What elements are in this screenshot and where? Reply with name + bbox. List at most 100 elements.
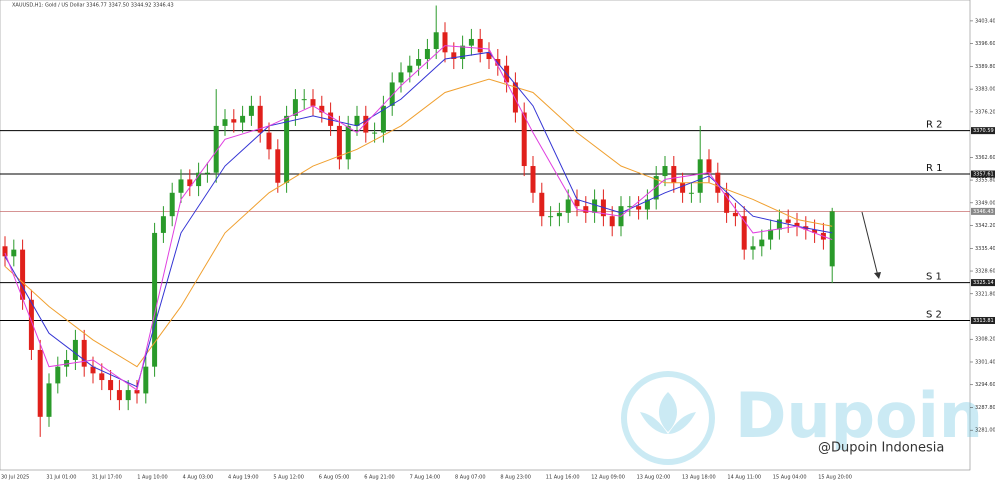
x-tick-label: 8 Aug 23:00 [500, 475, 531, 481]
y-tick-label: 3376.20 [975, 109, 995, 115]
candle-body [398, 72, 404, 83]
y-tick-label: 3383.00 [975, 87, 995, 93]
moving-average [4, 45, 833, 391]
candle-body [108, 380, 114, 391]
candle-body [583, 206, 589, 213]
candle-body [46, 383, 52, 417]
plot-frame [0, 0, 971, 471]
y-tick-label: 3281.00 [975, 428, 995, 434]
candle-body [292, 99, 298, 116]
candle-body [81, 339, 87, 367]
candle-body [213, 125, 219, 173]
candle-body [697, 159, 703, 193]
y-tick-label: 3342.20 [975, 223, 995, 229]
candle-body [565, 199, 571, 213]
candle-body [372, 132, 378, 134]
candle-body [178, 179, 184, 193]
x-tick-label: 31 Jul 17:00 [92, 475, 122, 481]
level-value: 3313.81 [973, 318, 994, 324]
y-tick-label: 3349.00 [975, 200, 995, 206]
y-tick-label: 3335.40 [975, 246, 995, 252]
candle-body [125, 390, 131, 401]
candle-body [152, 232, 158, 367]
candle-body [354, 115, 360, 126]
candle-body [433, 32, 439, 49]
candle-body [99, 373, 105, 381]
y-tick-label: 3321.80 [975, 291, 995, 297]
candle-body [812, 229, 818, 233]
candle-body [724, 192, 730, 213]
candle-body [222, 119, 228, 126]
x-tick-label: 6 Aug 05:00 [319, 475, 350, 481]
candle-body [477, 38, 483, 53]
candle-body [442, 32, 448, 53]
y-tick-label: 3294.60 [975, 382, 995, 388]
candle-body [301, 99, 307, 101]
credit: @Dupoin Indonesia [818, 441, 944, 456]
candle-body [741, 216, 747, 250]
level-name: R 2 [926, 120, 943, 131]
y-tick-label: 3403.40 [975, 18, 995, 24]
candle-body [160, 216, 166, 233]
x-tick-label: 1 Aug 10:00 [137, 475, 168, 481]
candle-body [389, 82, 395, 106]
candle-body [328, 112, 334, 126]
arrow [861, 211, 879, 277]
candle-body [134, 390, 140, 394]
x-tick-label: 4 Aug 03:00 [183, 475, 214, 481]
candle-body [416, 59, 422, 66]
candle-body [424, 48, 430, 60]
candle-body [451, 52, 457, 60]
last-price-tag [971, 207, 995, 215]
candle-body [116, 390, 122, 401]
candle-body [592, 199, 598, 213]
last-price-value: 3346.43 [973, 209, 994, 215]
x-tick-label: 13 Aug 02:00 [637, 475, 671, 481]
candle-body [785, 219, 791, 223]
candle-body [539, 192, 545, 217]
y-tick-label: 3287.80 [975, 405, 995, 411]
level-value: 3325.14 [973, 280, 994, 286]
candle-body [345, 125, 351, 160]
candle-body [380, 105, 386, 133]
candle-body [90, 366, 96, 374]
candle-body [37, 349, 43, 417]
x-tick-label: 14 Aug 11:00 [727, 475, 761, 481]
x-tick-label: 6 Aug 21:00 [364, 475, 395, 481]
candle-body [55, 366, 61, 384]
x-tick-label: 5 Aug 12:00 [273, 475, 304, 481]
level-tag [971, 279, 995, 287]
y-tick-label: 3301.40 [975, 359, 995, 365]
candle-body [794, 222, 800, 227]
candle-body [636, 206, 642, 210]
candle-body [64, 359, 70, 367]
candle-body [768, 229, 774, 240]
candle-body [407, 65, 413, 73]
x-tick-label: 7 Aug 14:00 [410, 475, 441, 481]
candle-body [284, 115, 290, 183]
candle-body [11, 249, 17, 257]
candle-body [653, 176, 659, 200]
candle-body [556, 212, 562, 217]
x-tick-label: 8 Aug 07:00 [455, 475, 486, 481]
candle-body [732, 212, 738, 217]
candle-body [715, 172, 721, 193]
candle-body [662, 166, 668, 177]
arrow-head [874, 272, 881, 279]
watermark: Dupoin [735, 379, 983, 452]
candle-body [310, 99, 316, 106]
candle-body [512, 82, 518, 113]
y-tick-label: 3396.60 [975, 41, 995, 47]
candle-body [530, 166, 536, 193]
candle-body [759, 239, 765, 247]
candle-body [706, 159, 712, 173]
candle-body [275, 149, 281, 183]
chart-title: XAUUSD,H1: Gold / US Dollar 3346.77 3347… [12, 3, 174, 9]
candle-body [143, 366, 149, 394]
candle-body [240, 115, 246, 123]
level-tag [971, 170, 995, 178]
candle-body [521, 112, 527, 167]
level-value: 3357.61 [973, 172, 994, 178]
level-tag [971, 316, 995, 324]
